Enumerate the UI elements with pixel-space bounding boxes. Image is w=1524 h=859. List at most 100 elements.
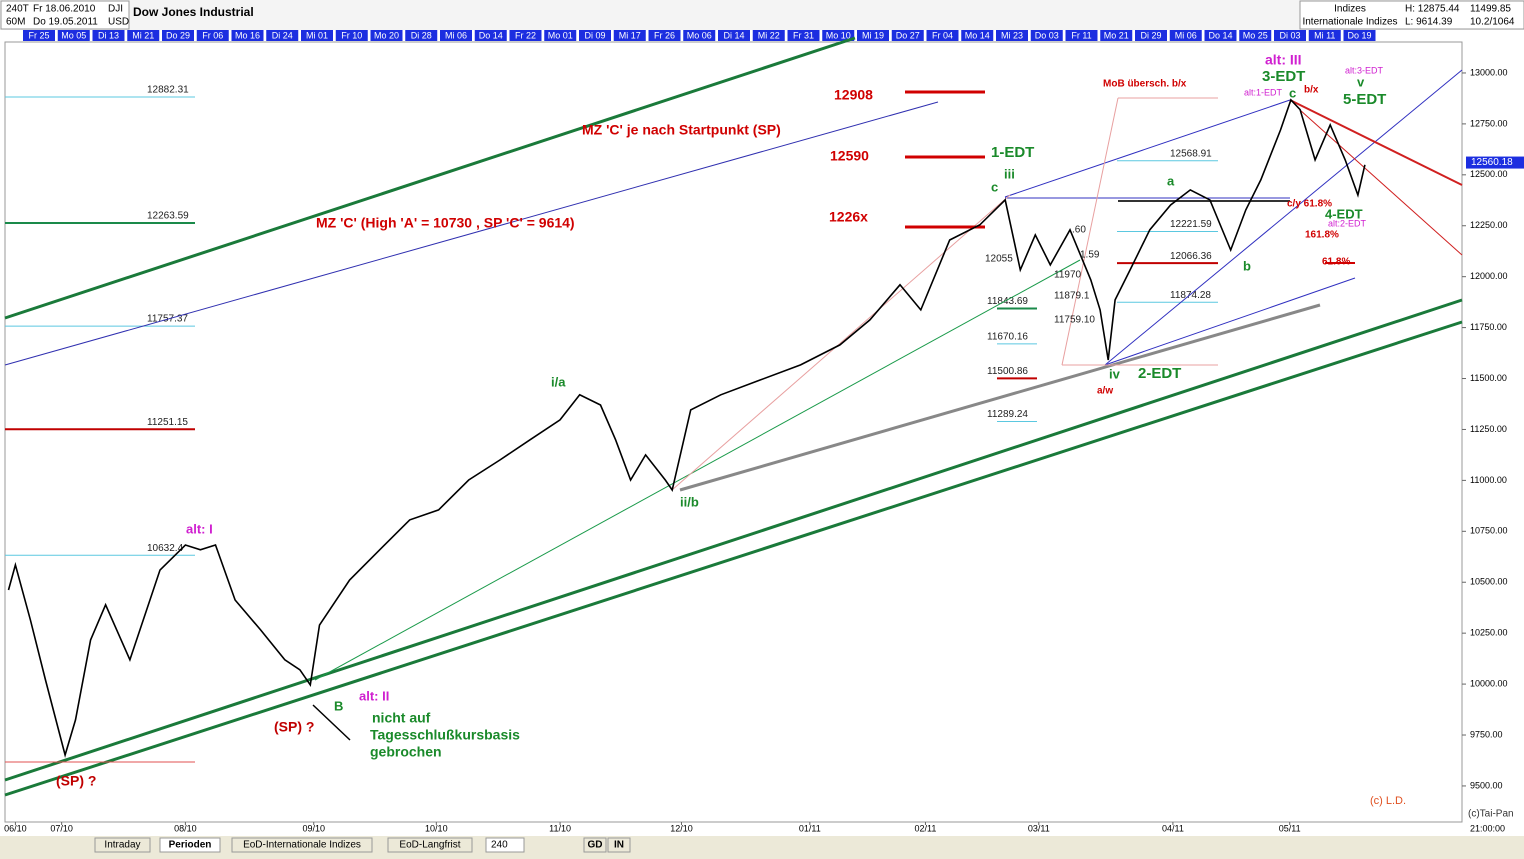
date-label: Mi 22 xyxy=(758,30,780,40)
date-label: Mi 21 xyxy=(132,30,154,40)
tab-label[interactable]: Perioden xyxy=(169,840,212,851)
button[interactable] xyxy=(607,837,631,853)
date-label: Do 29 xyxy=(166,30,190,40)
date-label: Fr 11 xyxy=(1071,30,1091,40)
date-label: Mi 11 xyxy=(1314,30,1335,40)
interval: 60M xyxy=(6,17,25,28)
tab-bar xyxy=(0,836,1524,859)
annotation: MZ 'C' (High 'A' = 10730 , SP 'C' = 9614… xyxy=(316,215,575,231)
date-cell xyxy=(544,30,577,41)
x-tick-label: 03/11 xyxy=(1028,823,1050,833)
info-box xyxy=(1299,0,1524,30)
trend-line xyxy=(4,36,856,320)
date-cell xyxy=(857,30,889,41)
y-tick-label: 11000.00 xyxy=(1470,475,1507,485)
date-cell xyxy=(440,30,472,41)
date-cell xyxy=(926,30,959,41)
low: L: 9614.39 xyxy=(1405,17,1453,28)
annotation: alt: III xyxy=(1265,52,1302,68)
period-select[interactable] xyxy=(485,837,525,853)
date-cell xyxy=(301,30,333,41)
date-cell xyxy=(92,30,125,41)
y-tick-label: 12000.00 xyxy=(1470,271,1508,281)
date-cell xyxy=(405,30,438,41)
date-cell xyxy=(57,30,90,41)
annotation: alt:1-EDT xyxy=(1244,87,1283,97)
annotation: c xyxy=(1289,85,1296,100)
level-label: 11289.24 xyxy=(987,409,1028,420)
tab[interactable] xyxy=(387,837,473,853)
date-label: Do 14 xyxy=(479,30,503,40)
annotation: b xyxy=(1243,258,1251,273)
date-cell xyxy=(579,30,611,41)
date-label: Mi 06 xyxy=(1175,30,1197,40)
x-tick-label: 06/10 xyxy=(4,823,27,833)
annotation: MZ 'C' je nach Startpunkt (SP) xyxy=(582,122,781,138)
date-cell xyxy=(231,30,264,41)
period-value[interactable]: 240 xyxy=(491,840,508,851)
button-label[interactable]: IN xyxy=(614,840,624,851)
date-cell xyxy=(127,30,160,41)
annotation: alt: II xyxy=(359,688,389,703)
annotation: c/y 61.8% xyxy=(1287,199,1332,210)
date-cell xyxy=(683,30,716,41)
date-label: Mo 25 xyxy=(1243,30,1268,40)
button-label[interactable]: GD xyxy=(588,840,603,851)
date-cell xyxy=(23,30,55,41)
level-label: 12066.36 xyxy=(1170,251,1212,262)
high: H: 12875.44 xyxy=(1405,4,1460,15)
tab[interactable] xyxy=(159,837,221,853)
trend-line xyxy=(1104,277,1356,366)
y-tick-label: 12750.00 xyxy=(1470,118,1508,128)
date-label: Fr 31 xyxy=(793,30,814,40)
date-label: Di 29 xyxy=(1140,30,1161,40)
trend-line xyxy=(314,259,1081,681)
annotation: 5-EDT xyxy=(1343,91,1386,108)
date-label: Di 09 xyxy=(584,30,605,40)
y-tick-label: 11750.00 xyxy=(1470,322,1507,332)
x-tick-label: 02/11 xyxy=(915,823,937,833)
date-label: Fr 04 xyxy=(932,30,953,40)
x-tick-label: 07/10 xyxy=(50,823,73,833)
annotation: 12908 xyxy=(834,87,873,103)
annotation: 11879.1 xyxy=(1054,291,1090,302)
level-label: 11874.28 xyxy=(1170,290,1211,301)
annotation: 11970 xyxy=(1054,270,1082,281)
annotation: nicht auf xyxy=(372,710,431,726)
x-tick-label: 05/11 xyxy=(1279,823,1301,833)
tab[interactable] xyxy=(94,837,151,853)
plot: 9500.00 9750.00 10000.00 10250.00 10500.00 10… xyxy=(4,67,1524,833)
date-label: Fr 25 xyxy=(28,30,49,40)
tab[interactable] xyxy=(231,837,373,853)
date-label: Do 03 xyxy=(1035,30,1059,40)
tab-label[interactable]: Intraday xyxy=(104,840,140,851)
date-cell xyxy=(1204,30,1237,41)
date-cell xyxy=(196,30,229,41)
date-cell xyxy=(648,30,681,41)
date-cell xyxy=(1030,30,1063,41)
list: Internationale Indizes xyxy=(1302,17,1397,28)
time-label: 21:00:00 xyxy=(1470,823,1505,833)
date-cell xyxy=(474,30,507,41)
annotation: (c)Tai-Pan xyxy=(1468,809,1514,820)
trend-line xyxy=(1104,69,1463,366)
y-tick-label: 10750.00 xyxy=(1470,526,1508,536)
y-tick-label: 10500.00 xyxy=(1470,577,1508,587)
tab-label[interactable]: EoD-Langfrist xyxy=(399,840,460,851)
button[interactable] xyxy=(583,837,607,853)
date-cell xyxy=(266,30,299,41)
annotation: iii xyxy=(1004,166,1015,181)
x-tick-label: 08/10 xyxy=(174,823,197,833)
trend-line xyxy=(679,303,1321,492)
tab-label[interactable]: EoD-Internationale Indizes xyxy=(243,840,361,851)
last-price-flag xyxy=(1466,156,1524,169)
date-cell xyxy=(162,30,194,41)
date-label: Mi 17 xyxy=(619,30,641,40)
ratio: 10.2/1064 xyxy=(1470,17,1515,28)
last-price-label: 12560.18 xyxy=(1471,157,1513,168)
annotation: ii/b xyxy=(680,494,699,509)
y-tick-label: 13000.00 xyxy=(1470,67,1508,77)
arrow xyxy=(312,704,351,741)
date-label: Do 14 xyxy=(1208,30,1232,40)
date-cell xyxy=(891,30,924,41)
